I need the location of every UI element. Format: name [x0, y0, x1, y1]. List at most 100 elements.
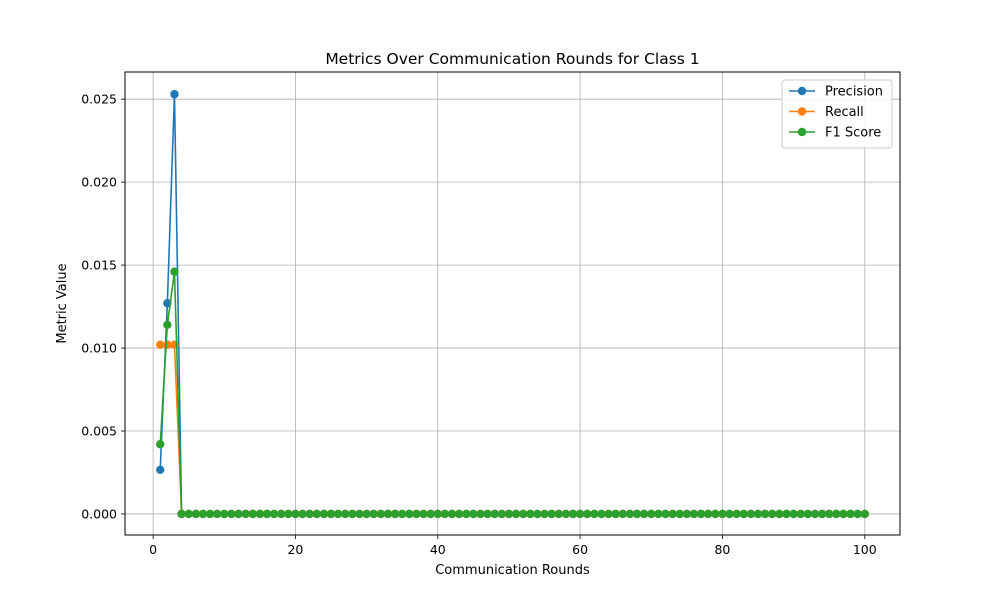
data-point-f1-score [333, 509, 343, 519]
data-point-f1-score [433, 509, 442, 519]
data-point-f1-score [654, 509, 663, 519]
data-point-f1-score [860, 509, 869, 519]
data-point-f1-score [284, 509, 293, 519]
plot-area [156, 90, 869, 519]
data-point-f1-score [718, 509, 727, 519]
data-point-f1-score [490, 509, 499, 519]
data-point-f1-score [511, 509, 521, 519]
data-point-f1-score [853, 509, 862, 519]
data-point-f1-score [583, 509, 592, 519]
data-point-f1-score [156, 440, 165, 449]
data-point-f1-score [426, 509, 435, 519]
y-tick-label: 0.005 [81, 423, 117, 438]
data-point-f1-score [704, 509, 713, 519]
data-point-f1-score [725, 509, 734, 519]
data-point-f1-score [846, 509, 855, 519]
data-point-f1-score [205, 509, 215, 519]
data-point-f1-score [319, 509, 329, 519]
data-point-f1-score [419, 509, 428, 519]
data-point-f1-score [575, 509, 585, 519]
data-point-f1-score [803, 509, 813, 519]
data-point-f1-score [341, 509, 350, 519]
legend-label-recall: Recall [825, 105, 864, 120]
x-tick-label: 0 [149, 542, 157, 557]
data-point-f1-score [348, 509, 357, 519]
data-point-f1-score [440, 509, 450, 519]
x-tick-label: 80 [714, 542, 730, 557]
data-point-f1-score [547, 509, 556, 519]
data-point-f1-score [839, 509, 848, 519]
data-point-f1-score [227, 509, 236, 519]
data-point-f1-score [234, 509, 243, 519]
data-point-recall [156, 340, 165, 349]
x-tick-label: 20 [287, 542, 303, 557]
data-point-f1-score [212, 509, 222, 519]
data-point-f1-score [262, 509, 272, 519]
legend-box [781, 79, 893, 149]
data-point-f1-score [255, 509, 265, 519]
data-point-f1-score [760, 509, 770, 519]
data-point-f1-score [269, 509, 279, 519]
data-point-f1-score [469, 509, 478, 519]
data-point-precision [156, 465, 165, 475]
data-point-f1-score [711, 509, 720, 519]
data-point-f1-score [611, 509, 620, 519]
data-point-f1-score [277, 509, 286, 519]
data-point-precision [170, 90, 179, 99]
data-point-f1-score [369, 509, 378, 519]
data-point-f1-score [753, 509, 763, 519]
x-tick-label: 100 [853, 542, 877, 557]
data-point-f1-score [312, 509, 321, 519]
data-point-f1-score [661, 509, 670, 519]
data-point-f1-score [305, 509, 314, 519]
legend-marker-precision [797, 86, 807, 96]
data-point-f1-score [483, 509, 492, 519]
data-point-f1-score [775, 509, 784, 519]
axes-frame [124, 71, 901, 536]
data-point-f1-score [326, 509, 336, 519]
chart-title: Metrics Over Communication Rounds for Cl… [325, 50, 699, 68]
data-point-f1-score [476, 509, 485, 519]
y-tick-label: 0.010 [81, 341, 117, 356]
y-tick-label: 0.020 [81, 175, 117, 190]
data-point-f1-score [590, 509, 599, 519]
legend-marker-f1-score [797, 127, 807, 137]
data-point-f1-score [362, 509, 371, 519]
data-point-f1-score [504, 509, 514, 519]
ticks: 0 20 40 60 80 100 0.000 0.005 0.010 0.015 0.020 0.0… [81, 92, 877, 557]
series-f1-score [156, 267, 869, 519]
data-point-f1-score [540, 509, 549, 519]
data-point-f1-score [355, 509, 364, 519]
data-point-f1-score [198, 509, 208, 519]
y-axis-label: Metric Value [55, 263, 70, 343]
data-point-f1-score [561, 509, 571, 519]
data-point-f1-score [191, 509, 201, 519]
data-point-f1-score [462, 509, 471, 519]
data-point-f1-score [554, 509, 563, 519]
data-point-f1-score [184, 509, 193, 519]
legend-label-precision: Precision [825, 85, 883, 100]
data-point-f1-score [689, 509, 699, 519]
data-point-f1-score [832, 509, 841, 519]
data-point-f1-score [383, 509, 393, 519]
data-point-f1-score [376, 509, 386, 519]
data-point-f1-score [163, 320, 172, 330]
legend-label-f1-score: F1 Score [825, 126, 881, 141]
data-point-f1-score [397, 509, 407, 519]
data-point-f1-score [789, 509, 798, 519]
x-tick-label: 60 [572, 542, 588, 557]
data-point-f1-score [618, 509, 628, 519]
y-tick-label: 0.025 [81, 92, 117, 107]
legend-marker-recall [797, 107, 807, 116]
data-point-f1-score [782, 509, 791, 519]
data-point-f1-score [412, 509, 421, 519]
data-point-f1-score [604, 509, 613, 519]
data-point-f1-score [291, 509, 300, 519]
data-point-f1-score [568, 509, 578, 519]
data-point-f1-score [177, 509, 186, 519]
data-point-f1-score [817, 509, 827, 519]
data-point-f1-score [497, 509, 507, 519]
data-point-f1-score [768, 509, 777, 519]
legend: Precision Recall F1 Score [781, 79, 893, 149]
